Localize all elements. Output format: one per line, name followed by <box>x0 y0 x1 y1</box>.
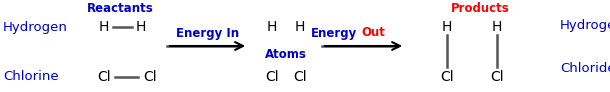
Text: Chlorine: Chlorine <box>3 70 59 84</box>
Text: Hydrogen: Hydrogen <box>560 18 610 31</box>
Text: H: H <box>295 20 305 34</box>
Text: H: H <box>267 20 277 34</box>
Text: Cl: Cl <box>265 70 279 84</box>
Text: Products: Products <box>451 2 509 15</box>
Text: Energy In: Energy In <box>176 26 239 39</box>
Text: Chloride: Chloride <box>560 62 610 76</box>
Text: Energy: Energy <box>311 26 357 39</box>
Text: Cl: Cl <box>440 70 454 84</box>
Text: Cl: Cl <box>143 70 157 84</box>
Text: H: H <box>99 20 109 34</box>
Text: Cl: Cl <box>97 70 111 84</box>
Text: Cl: Cl <box>490 70 504 84</box>
Text: Reactants: Reactants <box>87 2 153 15</box>
Text: Out: Out <box>362 26 386 39</box>
Text: H: H <box>136 20 146 34</box>
Text: Atoms: Atoms <box>265 47 307 61</box>
Text: H: H <box>442 20 452 34</box>
Text: Cl: Cl <box>293 70 307 84</box>
Text: H: H <box>492 20 502 34</box>
Text: Hydrogen: Hydrogen <box>3 21 68 33</box>
